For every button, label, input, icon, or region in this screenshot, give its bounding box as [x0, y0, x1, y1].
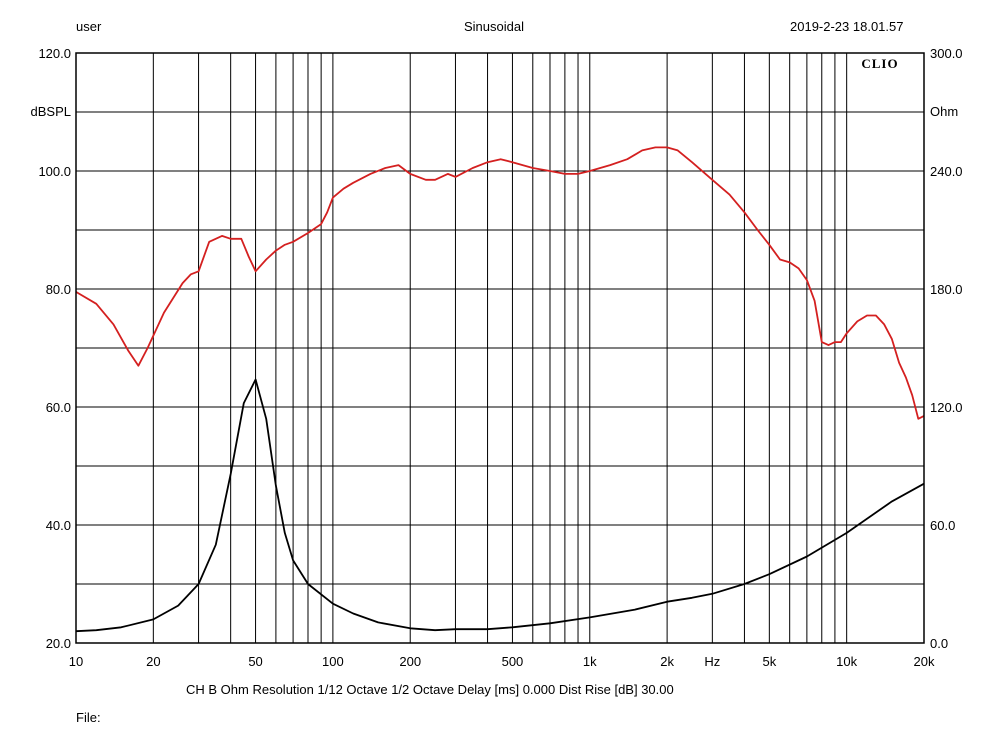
x-unit-label: Hz	[704, 654, 720, 669]
axis-labels: 10 20 50 100 200 500 1k 2k 5k 10k 20k Hz 20.0 40.0 60.…	[31, 46, 963, 669]
y-left-tick-label: 20.0	[46, 636, 71, 651]
y-left-tick-label: 40.0	[46, 518, 71, 533]
user-label: user	[76, 19, 102, 34]
x-tick-label: 200	[399, 654, 421, 669]
series-layer	[75, 146, 925, 633]
x-tick-label: 50	[248, 654, 262, 669]
mode-label: Sinusoidal	[464, 19, 524, 34]
clio-logo: CLIO	[861, 56, 898, 71]
y-right-tick-label: 120.0	[930, 400, 963, 415]
y-right-tick-label: 240.0	[930, 164, 963, 179]
settings-line: CH B Ohm Resolution 1/12 Octave 1/2 Octa…	[186, 682, 674, 697]
y-left-tick-label: 80.0	[46, 282, 71, 297]
y-right-unit-label: Ohm	[930, 104, 958, 119]
y-left-tick-label: 60.0	[46, 400, 71, 415]
x-tick-label: 10k	[836, 654, 857, 669]
y-right-tick-label: 300.0	[930, 46, 963, 61]
plot-frame	[75, 52, 925, 644]
file-label: File:	[76, 710, 101, 725]
x-tick-label: 20	[146, 654, 160, 669]
y-right-tick-label: 60.0	[930, 518, 955, 533]
impedance-curve	[75, 378, 925, 633]
y-left-unit-label: dBSPL	[31, 104, 71, 119]
y-left-tick-label: 100.0	[38, 164, 71, 179]
y-right-tick-label: 180.0	[930, 282, 963, 297]
x-tick-label: 100	[322, 654, 344, 669]
grid	[76, 53, 924, 643]
y-right-tick-label: 0.0	[930, 636, 948, 651]
clio-logo-box	[855, 54, 904, 72]
timestamp-label: 2019-2-23 18.01.57	[790, 19, 904, 34]
y-left-tick-label: 120.0	[38, 46, 71, 61]
spl-curve	[75, 146, 925, 420]
x-tick-label: 5k	[762, 654, 776, 669]
x-tick-label: 500	[502, 654, 524, 669]
x-tick-label: 10	[69, 654, 83, 669]
x-tick-label: 2k	[660, 654, 674, 669]
x-tick-label: 1k	[583, 654, 597, 669]
x-tick-label: 20k	[914, 654, 935, 669]
